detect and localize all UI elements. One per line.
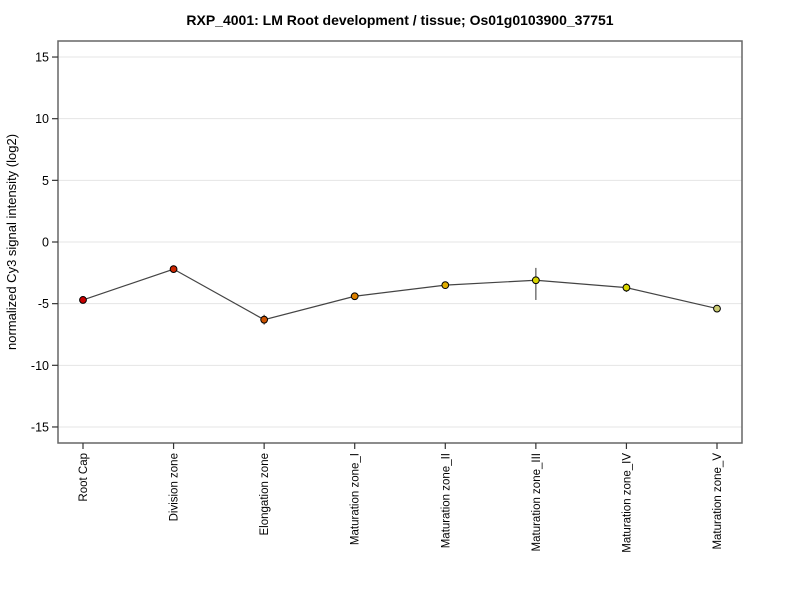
data-point <box>350 292 359 301</box>
x-axis-category-label: Division zone <box>169 453 181 521</box>
x-axis-category-label: Maturation zone_II <box>440 453 452 548</box>
data-point <box>169 265 178 274</box>
x-axis-category-label: Root Cap <box>78 453 90 502</box>
y-tick-label: -10 <box>31 359 49 373</box>
series-line <box>82 268 718 321</box>
data-point <box>622 283 631 292</box>
y-tick-label: 15 <box>35 51 49 65</box>
y-tick-label: -15 <box>31 420 49 434</box>
x-axis-category-label: Maturation zone_I <box>350 453 362 545</box>
data-point <box>713 304 721 313</box>
y-tick-label: 5 <box>42 174 49 188</box>
x-axis-category-label: Maturation zone_V <box>712 453 724 550</box>
x-axis-category-label: Maturation zone_IV <box>621 453 633 553</box>
y-axis-label: normalized Cy3 signal intensity (log2) <box>4 134 19 350</box>
y-tick-label: 0 <box>42 236 49 250</box>
data-point <box>260 315 269 324</box>
chart-title: RXP_4001: LM Root development / tissue; … <box>186 12 614 28</box>
data-point <box>79 296 87 304</box>
x-axis-category-label: Elongation zone <box>259 453 271 535</box>
data-point <box>531 276 540 285</box>
x-axis-category-label: Maturation zone_III <box>531 453 543 551</box>
data-point <box>441 281 450 290</box>
y-tick-label: -5 <box>38 297 49 311</box>
y-tick-label: 10 <box>35 112 49 126</box>
